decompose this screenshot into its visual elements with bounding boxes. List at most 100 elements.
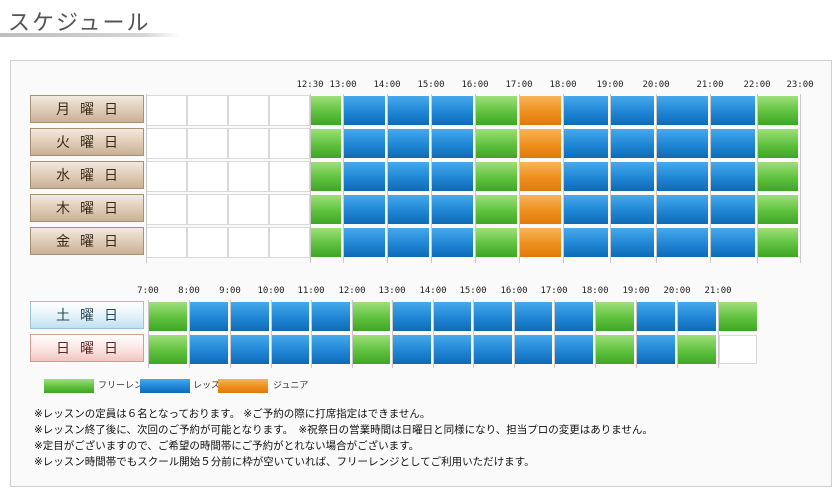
time-header: 16:00 [461,80,489,90]
grid-line [800,94,801,263]
grid-line [352,300,353,368]
lesson-slot [611,195,654,224]
grid-line [718,300,719,368]
lesson-slot [231,302,269,331]
free-slot [149,302,187,331]
lesson-slot [564,96,608,125]
grid-line [514,300,515,368]
junior-slot [520,228,561,257]
lesson-slot [312,302,350,331]
free-slot [719,302,757,331]
lesson-slot [432,195,473,224]
lesson-slot [711,129,755,158]
time-header: 22:00 [743,80,771,90]
grid-line [656,94,657,263]
legend-free-swatch [44,379,94,393]
free-slot [758,129,798,158]
free-slot [476,96,517,125]
lesson-slot [611,129,654,158]
lesson-slot [515,302,552,331]
grid-line [554,300,555,368]
grid-line [595,300,596,368]
lesson-slot [434,335,471,364]
lesson-slot [344,129,385,158]
grid-line [677,300,678,368]
empty-slot [146,161,187,192]
grid-line [636,300,637,368]
time-header: 12:30 [296,80,324,90]
grid-line [146,94,147,263]
empty-slot [187,95,228,126]
grid-line [610,94,611,263]
free-slot [758,96,798,125]
lesson-slot [312,335,350,364]
lesson-slot [657,96,708,125]
title-underline [0,33,180,37]
junior-slot [520,162,561,191]
empty-slot [187,227,228,258]
lesson-slot [388,162,429,191]
free-slot [149,335,187,364]
lesson-slot [657,195,708,224]
empty-slot [269,161,310,192]
junior-slot [520,129,561,158]
lesson-slot [564,228,608,257]
grid-line [433,300,434,368]
lesson-slot [564,162,608,191]
free-slot [476,162,517,191]
day-label: 火曜日 [30,128,144,156]
lesson-slot [344,228,385,257]
free-slot [678,335,716,364]
grid-line [387,94,388,263]
lesson-slot [711,162,755,191]
lesson-slot [190,335,228,364]
free-slot [311,195,341,224]
free-slot [476,228,517,257]
empty-slot [269,227,310,258]
time-header: 8:00 [178,286,200,296]
lesson-slot [474,302,512,331]
empty-slot [269,128,310,159]
lesson-slot [657,129,708,158]
grid-line [431,94,432,263]
time-header: 18:00 [549,80,577,90]
note-line: ※レッスンの定員は６名となっております。 ※ご予約の際に打席指定はできません。 [34,408,431,420]
lesson-slot [657,162,708,191]
lesson-slot [711,96,755,125]
lesson-slot [564,129,608,158]
time-header: 19:00 [596,80,624,90]
time-header: 13:00 [329,80,357,90]
lesson-slot [432,96,473,125]
empty-slot [269,194,310,225]
free-slot [353,335,390,364]
lesson-slot [637,302,675,331]
time-header: 14:00 [419,286,447,296]
day-label: 土曜日 [30,301,144,329]
time-header: 21:00 [696,80,724,90]
empty-slot [228,128,269,159]
grid-line [189,300,190,368]
time-header: 21:00 [704,286,732,296]
time-header: 15:00 [459,286,487,296]
free-slot [311,228,341,257]
time-header: 17:00 [540,286,568,296]
junior-slot [520,195,561,224]
empty-slot [146,95,187,126]
grid-line [757,94,758,263]
free-slot [758,228,798,257]
day-label: 金曜日 [30,227,144,255]
time-header: 11:00 [297,286,325,296]
empty-slot [187,128,228,159]
free-slot [353,302,390,331]
lesson-slot [344,96,385,125]
time-header: 14:00 [373,80,401,90]
grid-line [473,300,474,368]
grid-line [519,94,520,263]
lesson-slot [657,228,708,257]
time-header: 10:00 [257,286,285,296]
grid-line [710,94,711,263]
lesson-slot [555,302,593,331]
lesson-slot [434,302,471,331]
free-slot [758,195,798,224]
lesson-slot [432,228,473,257]
